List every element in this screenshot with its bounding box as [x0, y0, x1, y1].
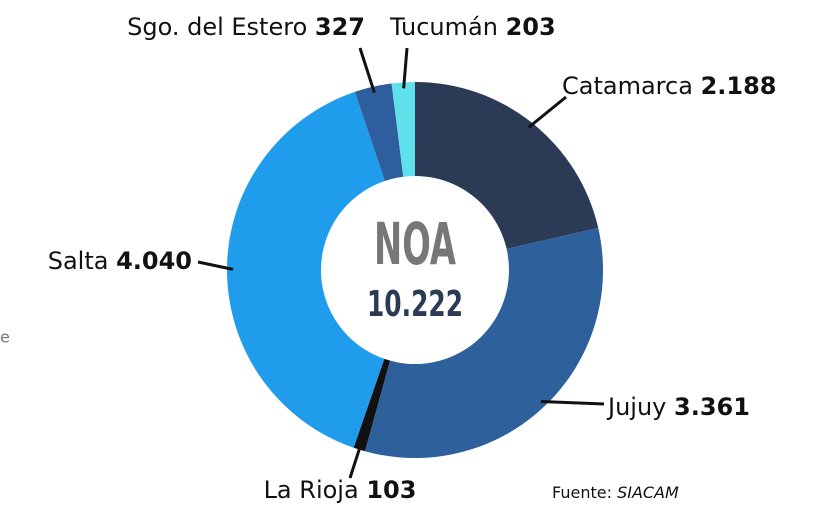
leader-line: [402, 47, 409, 89]
slice-label: La Rioja 103: [264, 476, 417, 504]
slice-label: Jujuy 3.361: [606, 393, 750, 421]
donut-hole: [321, 176, 509, 364]
slice-label: Salta 4.040: [48, 247, 192, 275]
value-label: 3.361: [674, 393, 750, 421]
leader-line: [348, 443, 363, 479]
leader-line: [197, 260, 234, 271]
slice-label: Tucumán 203: [389, 13, 556, 41]
donut-slice: [227, 91, 415, 448]
value-label: 2.188: [701, 72, 777, 100]
text-fragment: e: [0, 328, 10, 347]
category-name: Jujuy: [606, 393, 666, 421]
category-name: Catamarca: [562, 72, 693, 100]
category-name: Tucumán: [389, 13, 498, 41]
value-label: 4.040: [116, 247, 192, 275]
source-label: Fuente:: [552, 483, 612, 502]
leader-line: [527, 95, 567, 129]
center-title: NOA: [374, 210, 456, 278]
value-label: 103: [366, 476, 416, 504]
leader-line: [358, 47, 376, 94]
center-value: 10.222: [367, 284, 463, 325]
source-name: SIACAM: [617, 483, 679, 502]
leader-line: [540, 399, 605, 406]
category-name: Sgo. del Estero: [127, 13, 307, 41]
value-label: 327: [315, 13, 365, 41]
category-name: La Rioja: [264, 476, 359, 504]
source: Fuente: SIACAM: [552, 483, 679, 502]
category-name: Salta: [48, 247, 109, 275]
value-label: 203: [506, 13, 556, 41]
slice-label: Sgo. del Estero 327: [127, 13, 365, 41]
slice-label: Catamarca 2.188: [562, 72, 776, 100]
